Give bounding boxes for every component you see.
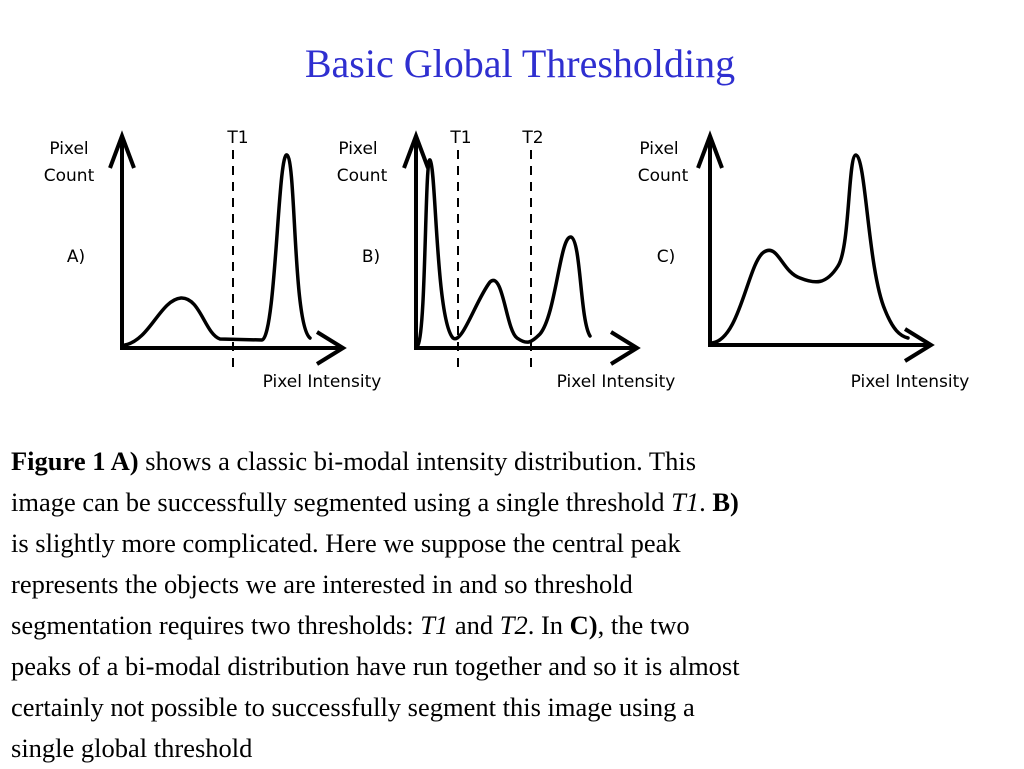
panel-b: Pixel Count B) T1 T2 Pixel Intensity [337, 128, 676, 392]
caption-text: and [448, 610, 500, 640]
panel-c-x-label: Pixel Intensity [851, 372, 970, 392]
caption-text: . In [527, 610, 570, 640]
caption-italic-t2: T2 [499, 610, 528, 640]
panel-a-label: A) [67, 247, 85, 267]
panel-b-y-label-line1: Pixel [338, 139, 377, 159]
panel-a: Pixel Count A) T1 Pixel Intensity [44, 128, 382, 392]
caption-text: , the two [597, 610, 690, 640]
panel-c-histogram-curve [710, 153, 910, 345]
panel-a-x-label: Pixel Intensity [263, 372, 382, 392]
caption-line-8: single global threshold [11, 733, 253, 763]
panel-a-histogram-curve [123, 153, 312, 347]
caption-line-1: Figure 1 A) shows a classic bi-modal int… [11, 441, 1011, 482]
panel-b-y-label-line2: Count [337, 166, 388, 186]
histogram-figure: Pixel Count A) T1 Pixel Intensity Pixel … [44, 128, 970, 392]
panel-b-threshold-t1-label: T1 [449, 128, 471, 148]
panel-a-threshold-t1-label: T1 [226, 128, 248, 148]
panel-c-axes [708, 136, 931, 347]
caption-italic-t1: T1 [420, 610, 449, 640]
caption-line-6: peaks of a bi-modal distribution have ru… [11, 651, 740, 681]
panel-c-label: C) [657, 247, 676, 267]
caption-text: image can be successfully segmented usin… [11, 487, 672, 517]
panel-a-y-label-line2: Count [44, 166, 95, 186]
caption-text: segmentation requires two thresholds: [11, 610, 421, 640]
caption-line-7: certainly not possible to successfully s… [11, 692, 695, 722]
caption-bold-b: B) [712, 487, 739, 517]
caption-line-3: is slightly more complicated. Here we su… [11, 528, 681, 558]
caption-line-4: represents the objects we are interested… [11, 569, 633, 599]
panel-b-x-label: Pixel Intensity [557, 372, 676, 392]
panel-b-label: B) [362, 247, 380, 267]
panel-b-threshold-t2-label: T2 [521, 128, 543, 148]
caption-italic-t1: T1 [671, 487, 700, 517]
caption-bold-c: C) [569, 610, 598, 640]
caption-text: . [699, 487, 713, 517]
caption-figure-ref: Figure 1 A) [11, 446, 139, 476]
figure-caption: Figure 1 A) shows a classic bi-modal int… [11, 441, 1011, 769]
caption-line-2: image can be successfully segmented usin… [11, 482, 1011, 523]
caption-line-5: segmentation requires two thresholds: T1… [11, 605, 1011, 646]
panel-b-axes [414, 136, 637, 350]
panel-b-x-axis-arrow [609, 330, 641, 366]
panel-c-x-axis-arrow [903, 327, 935, 363]
panel-a-x-axis-arrow [315, 330, 347, 366]
panel-a-axes [120, 136, 343, 350]
caption-text: shows a classic bi-modal intensity distr… [138, 446, 697, 476]
panel-c-y-label-line2: Count [638, 166, 689, 186]
slide-title: Basic Global Thresholding [304, 41, 736, 86]
panel-a-y-label-line1: Pixel [49, 139, 88, 159]
panel-c-y-label-line1: Pixel [639, 139, 678, 159]
panel-b-histogram-curve [416, 158, 592, 347]
panel-c: Pixel Count C) Pixel Intensity [638, 130, 970, 392]
